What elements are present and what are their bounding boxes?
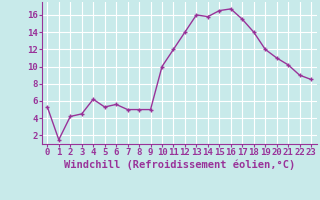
X-axis label: Windchill (Refroidissement éolien,°C): Windchill (Refroidissement éolien,°C) bbox=[64, 160, 295, 170]
